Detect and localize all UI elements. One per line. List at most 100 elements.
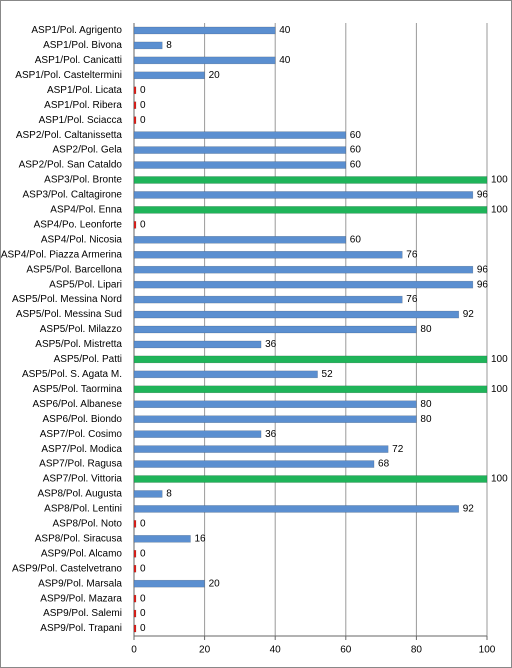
bar bbox=[133, 116, 137, 124]
bar bbox=[133, 146, 347, 154]
y-tick-label: ASP8/Pol. Lentini bbox=[44, 504, 122, 515]
bar bbox=[133, 161, 347, 169]
y-tick-label: ASP5/Pol. Lipari bbox=[49, 279, 122, 290]
y-tick-label: ASP9/Pol. Mazara bbox=[40, 593, 122, 604]
bar bbox=[133, 191, 474, 199]
value-label: 60 bbox=[350, 160, 362, 171]
value-label: 96 bbox=[477, 279, 489, 290]
x-tick-label: 80 bbox=[411, 645, 423, 656]
y-tick-label: ASP7/Pol. Ragusa bbox=[39, 459, 122, 470]
y-tick-label: ASP9/Pol. Salemi bbox=[43, 608, 122, 619]
y-tick-label: ASP1/Pol. Licata bbox=[47, 85, 122, 96]
value-label: 80 bbox=[420, 399, 432, 410]
value-label: 100 bbox=[491, 205, 508, 216]
y-tick-label: ASP2/Pol. San Cataldo bbox=[19, 160, 123, 171]
y-tick-label: ASP2/Pol. Caltanissetta bbox=[16, 130, 123, 141]
y-tick-label: ASP1/Pol. Ribera bbox=[44, 100, 122, 111]
value-label: 0 bbox=[140, 593, 146, 604]
bar bbox=[133, 221, 137, 229]
value-label: 0 bbox=[140, 100, 146, 111]
value-label: 52 bbox=[322, 369, 334, 380]
value-label: 72 bbox=[392, 444, 404, 455]
y-tick-label: ASP5/Pol. Messina Sud bbox=[16, 309, 122, 320]
bar bbox=[133, 550, 137, 558]
y-tick-label: ASP8/Pol. Siracusa bbox=[35, 533, 123, 544]
bar bbox=[133, 41, 163, 50]
y-tick-label: ASP1/Pol. Agrigento bbox=[31, 25, 122, 36]
value-label: 16 bbox=[194, 533, 206, 544]
value-label: 92 bbox=[463, 309, 475, 320]
value-label: 40 bbox=[279, 25, 291, 36]
bar bbox=[133, 206, 488, 214]
value-label: 60 bbox=[350, 130, 362, 141]
y-tick-label: ASP7/Pol. Modica bbox=[41, 444, 122, 455]
bar bbox=[133, 56, 276, 65]
y-tick-label: ASP8/Pol. Noto bbox=[53, 519, 123, 530]
y-tick-label: ASP9/Pol. Castelvetrano bbox=[12, 563, 122, 574]
bar bbox=[133, 400, 417, 409]
bar bbox=[133, 131, 347, 139]
value-label: 100 bbox=[491, 474, 508, 485]
value-label: 36 bbox=[265, 339, 277, 350]
y-tick-label: ASP6/Pol. Biondo bbox=[43, 414, 123, 425]
x-tick-label: 20 bbox=[199, 645, 211, 656]
y-tick-label: ASP4/Pol. Enna bbox=[50, 205, 122, 216]
value-label: 20 bbox=[209, 578, 221, 589]
value-label: 20 bbox=[209, 70, 221, 81]
value-label: 8 bbox=[166, 489, 172, 500]
value-label: 92 bbox=[463, 504, 475, 515]
bar bbox=[133, 609, 137, 618]
y-tick-label: ASP5/Pol. Taormina bbox=[33, 384, 123, 395]
bar bbox=[133, 415, 417, 423]
bar bbox=[133, 535, 191, 543]
y-tick-label: ASP4/Pol. Piazza Armerina bbox=[1, 249, 123, 260]
value-label: 0 bbox=[140, 563, 146, 574]
value-label: 100 bbox=[491, 175, 508, 186]
bar bbox=[133, 176, 488, 184]
y-tick-label: ASP8/Pol. Augusta bbox=[37, 489, 122, 500]
value-label: 76 bbox=[406, 294, 418, 305]
bar bbox=[133, 86, 137, 95]
bar bbox=[133, 355, 488, 364]
bar bbox=[133, 624, 137, 633]
bar bbox=[133, 295, 403, 304]
value-label: 80 bbox=[420, 324, 432, 335]
value-label: 100 bbox=[491, 354, 508, 365]
bar bbox=[133, 430, 262, 438]
y-tick-label: ASP1/Pol. Sciacca bbox=[39, 115, 123, 126]
x-tick-label: 0 bbox=[131, 645, 137, 656]
value-label: 0 bbox=[140, 519, 146, 530]
y-tick-label: ASP7/Pol. Vittoria bbox=[43, 474, 123, 485]
bar bbox=[133, 579, 205, 588]
y-tick-label: ASP4/Pol. Nicosia bbox=[41, 234, 123, 245]
y-tick-label: ASP5/Pol. Milazzo bbox=[40, 324, 123, 335]
y-tick-label: ASP1/Pol. Casteltermini bbox=[15, 70, 122, 81]
y-tick-label: ASP9/Pol. Marsala bbox=[38, 578, 122, 589]
y-tick-label: ASP5/Pol. Messina Nord bbox=[12, 294, 122, 305]
value-label: 68 bbox=[378, 459, 390, 470]
value-label: 80 bbox=[420, 414, 432, 425]
value-label: 60 bbox=[350, 234, 362, 245]
y-tick-label: ASP1/Pol. Bivona bbox=[43, 40, 122, 51]
value-label: 0 bbox=[140, 85, 146, 96]
value-label: 0 bbox=[140, 623, 146, 634]
y-tick-label: ASP9/Pol. Trapani bbox=[40, 623, 122, 634]
value-label: 8 bbox=[166, 40, 172, 51]
y-tick-label: ASP6/Pol. Albanese bbox=[32, 399, 122, 410]
value-label: 40 bbox=[279, 55, 291, 66]
value-label: 96 bbox=[477, 190, 489, 201]
bar bbox=[133, 475, 488, 483]
bar bbox=[133, 265, 474, 274]
bar bbox=[133, 385, 488, 394]
value-label: 0 bbox=[140, 608, 146, 619]
value-label: 0 bbox=[140, 219, 146, 230]
y-tick-label: ASP2/Pol. Gela bbox=[53, 145, 123, 156]
y-tick-label: ASP9/Pol. Alcamo bbox=[41, 548, 123, 559]
bar bbox=[133, 520, 137, 528]
x-tick-label: 40 bbox=[270, 645, 282, 656]
y-tick-label: ASP5/Pol. Barcellona bbox=[26, 264, 122, 275]
y-tick-label: ASP5/Pol. Patti bbox=[54, 354, 122, 365]
bar bbox=[133, 26, 276, 35]
